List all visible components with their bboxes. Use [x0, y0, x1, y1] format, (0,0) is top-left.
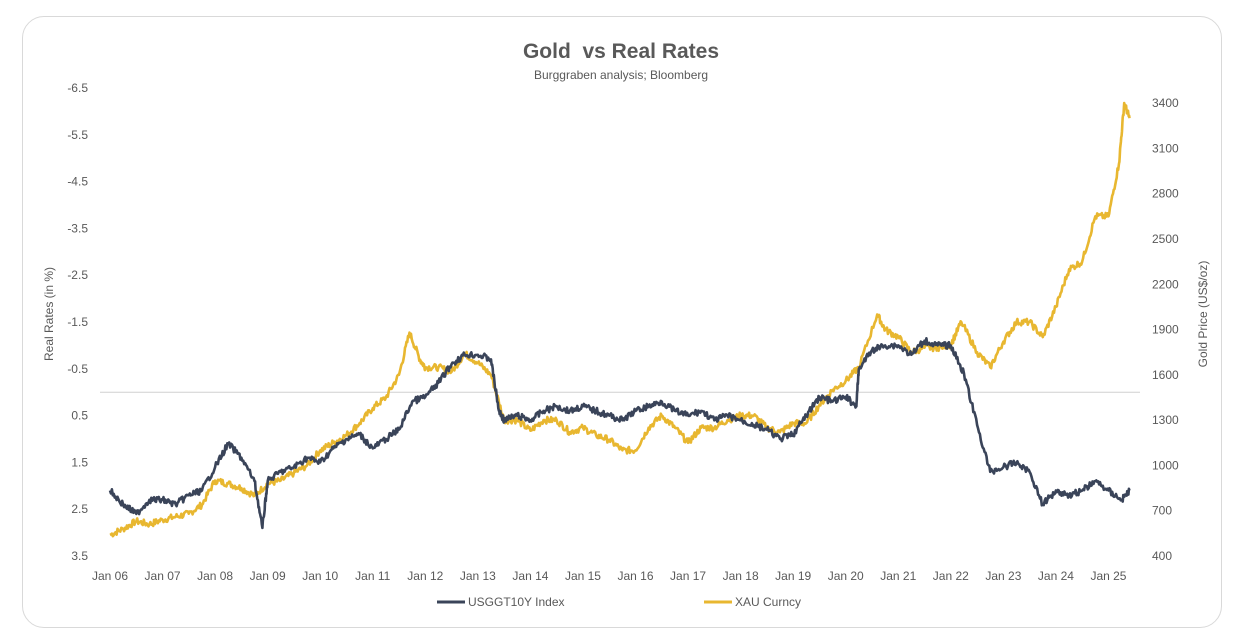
x-tick-label: Jan 16 — [617, 569, 653, 583]
legend-label-usggt10y: USGGT10Y Index — [468, 595, 565, 609]
legend-label-xau: XAU Curncy — [735, 595, 801, 609]
x-tick-label: Jan 15 — [565, 569, 601, 583]
right-tick-label: 2500 — [1152, 232, 1179, 246]
right-tick-label: 700 — [1152, 504, 1172, 518]
x-tick-label: Jan 08 — [197, 569, 233, 583]
x-tick-label: Jan 17 — [670, 569, 706, 583]
left-axis-label: Real Rates (in %) — [42, 267, 56, 361]
right-tick-label: 400 — [1152, 549, 1172, 563]
x-tick-label: Jan 07 — [145, 569, 181, 583]
series-line-xau — [109, 101, 1131, 538]
left-tick-label: -3.5 — [67, 221, 88, 235]
chart-subtitle: Burggraben analysis; Bloomberg — [534, 68, 708, 82]
left-tick-label: 0.5 — [71, 409, 88, 423]
x-tick-label: Jan 09 — [250, 569, 286, 583]
x-tick-label: Jan 20 — [828, 569, 864, 583]
chart-title: Gold vs Real Rates — [523, 40, 719, 63]
left-tick-label: -0.5 — [67, 362, 88, 376]
left-tick-label: 1.5 — [71, 455, 88, 469]
left-tick-label: -2.5 — [67, 268, 88, 282]
left-tick-label: -1.5 — [67, 315, 88, 329]
x-tick-label: Jan 13 — [460, 569, 496, 583]
x-tick-label: Jan 21 — [880, 569, 916, 583]
x-tick-label: Jan 06 — [92, 569, 128, 583]
right-tick-label: 1600 — [1152, 368, 1179, 382]
x-tick-label: Jan 10 — [302, 569, 338, 583]
legend: USGGT10Y Index XAU Curncy — [437, 595, 801, 609]
x-tick-label: Jan 22 — [933, 569, 969, 583]
right-tick-label: 1900 — [1152, 323, 1179, 337]
left-tick-label: -6.5 — [67, 81, 88, 95]
x-tick-label: Jan 19 — [775, 569, 811, 583]
right-tick-label: 3400 — [1152, 96, 1179, 110]
left-tick-label: -5.5 — [67, 128, 88, 142]
right-axis-label: Gold Price (US$/oz) — [1196, 261, 1210, 368]
x-tick-label: Jan 11 — [355, 569, 390, 583]
left-tick-label: 2.5 — [71, 502, 88, 516]
series-line-usggt10y — [108, 337, 1131, 530]
right-tick-label: 1300 — [1152, 413, 1179, 427]
left-tick-label: 3.5 — [71, 549, 88, 563]
right-tick-label: 2200 — [1152, 277, 1179, 291]
right-tick-label: 1000 — [1152, 458, 1179, 472]
x-tick-label: Jan 18 — [723, 569, 759, 583]
right-tick-label: 2800 — [1152, 187, 1179, 201]
x-tick-label: Jan 24 — [1038, 569, 1074, 583]
x-tick-label: Jan 25 — [1090, 569, 1126, 583]
x-tick-label: Jan 14 — [512, 569, 548, 583]
x-tick-label: Jan 12 — [407, 569, 443, 583]
right-tick-label: 3100 — [1152, 141, 1179, 155]
x-tick-label: Jan 23 — [985, 569, 1021, 583]
left-tick-label: -4.5 — [67, 175, 88, 189]
